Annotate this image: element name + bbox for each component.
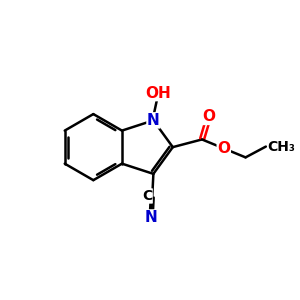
Text: C: C	[142, 189, 152, 203]
Text: O: O	[202, 110, 215, 124]
Text: OH: OH	[145, 85, 171, 100]
Text: CH₃: CH₃	[267, 140, 295, 154]
Text: N: N	[145, 210, 158, 225]
Text: N: N	[147, 113, 160, 128]
Text: O: O	[217, 141, 230, 156]
